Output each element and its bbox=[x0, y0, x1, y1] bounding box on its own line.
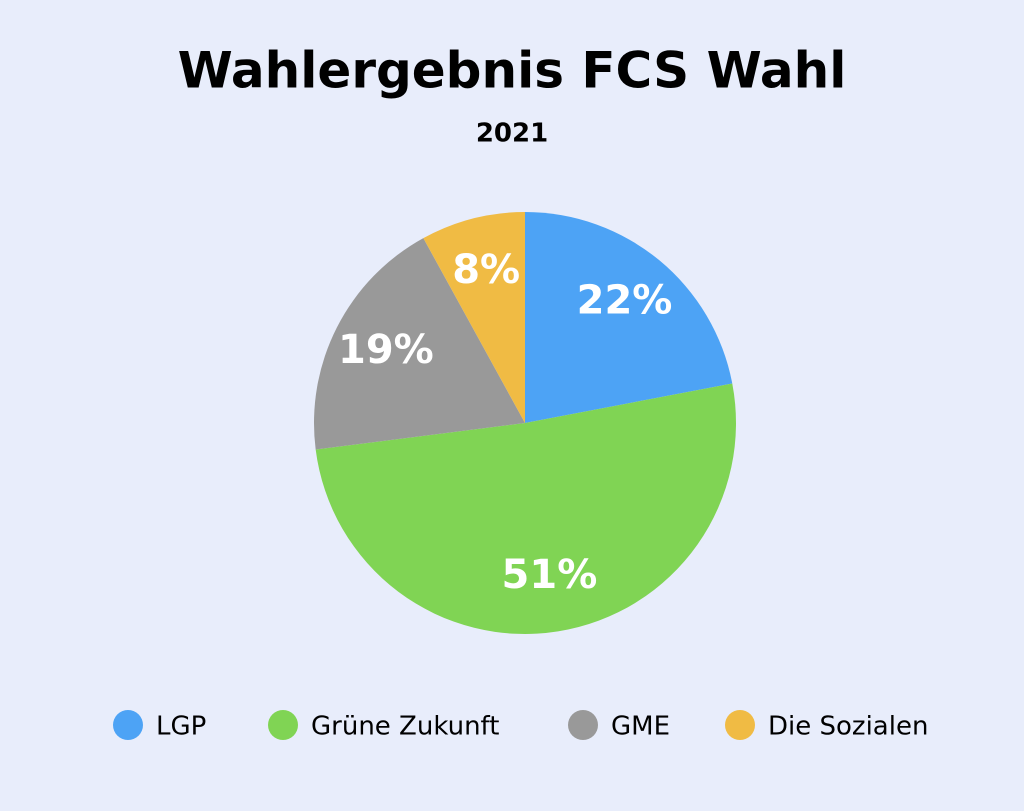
data-label: 8% bbox=[452, 247, 520, 293]
legend-swatch bbox=[725, 710, 755, 740]
legend-label: Die Sozialen bbox=[768, 712, 928, 742]
legend-label: Grüne Zukunft bbox=[311, 712, 499, 742]
legend-swatch bbox=[568, 710, 598, 740]
chart-subtitle: 2021 bbox=[476, 119, 548, 149]
pie-slice bbox=[315, 383, 736, 634]
legend-label: GME bbox=[611, 712, 670, 742]
data-label: 22% bbox=[577, 278, 673, 324]
legend-swatch bbox=[113, 710, 143, 740]
legend-swatch bbox=[268, 710, 298, 740]
legend-label: LGP bbox=[156, 712, 206, 742]
data-label: 19% bbox=[338, 327, 434, 373]
data-label: 51% bbox=[502, 552, 598, 598]
pie-slice bbox=[423, 212, 525, 423]
pie-slice bbox=[314, 238, 525, 450]
chart-title: Wahlergebnis FCS Wahl bbox=[178, 42, 847, 100]
pie-slice bbox=[525, 212, 733, 423]
